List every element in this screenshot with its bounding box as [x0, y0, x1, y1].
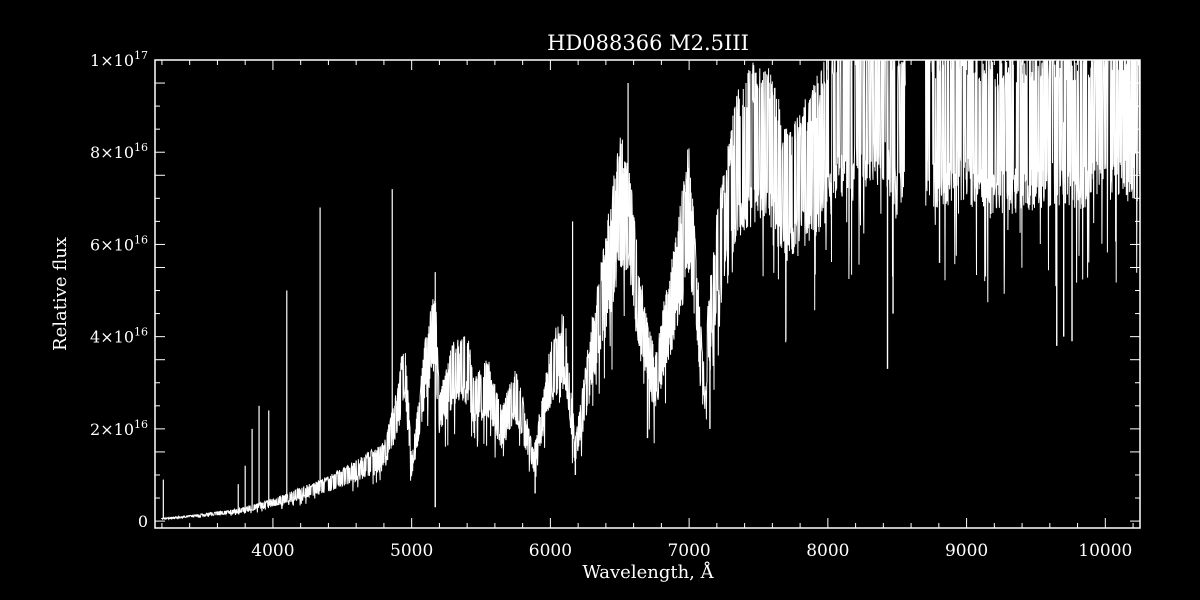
x-axis: 4000 5000 6000 7000 8000 9000 10000 [161, 60, 1134, 561]
y-tick-label: 1×1017 [90, 49, 148, 70]
x-tick-label: 10000 [1078, 541, 1132, 561]
y-tick-label: 0 [138, 512, 148, 531]
x-tick-label: 8000 [806, 541, 849, 561]
chart-title: HD088366 M2.5III [547, 31, 749, 55]
y-tick-label: 4×1016 [90, 326, 148, 347]
x-axis-label: Wavelength, Å [582, 561, 714, 583]
x-tick-label: 9000 [945, 541, 988, 561]
y-axis: 0 2×1016 4×1016 6×1016 8×1016 1×1017 [90, 49, 1140, 531]
y-axis-label: Relative flux [50, 237, 71, 351]
x-tick-label: 7000 [667, 541, 710, 561]
y-tick-label: 8×1016 [90, 141, 148, 162]
y-tick-label: 2×1016 [90, 418, 148, 439]
y-tick-label: 6×1016 [90, 233, 148, 254]
spectrum-line [161, 60, 1140, 521]
x-tick-label: 5000 [390, 541, 433, 561]
plot-frame [154, 59, 1141, 529]
plot-area [161, 60, 1140, 521]
x-tick-label: 4000 [251, 541, 294, 561]
x-tick-label: 6000 [529, 541, 572, 561]
